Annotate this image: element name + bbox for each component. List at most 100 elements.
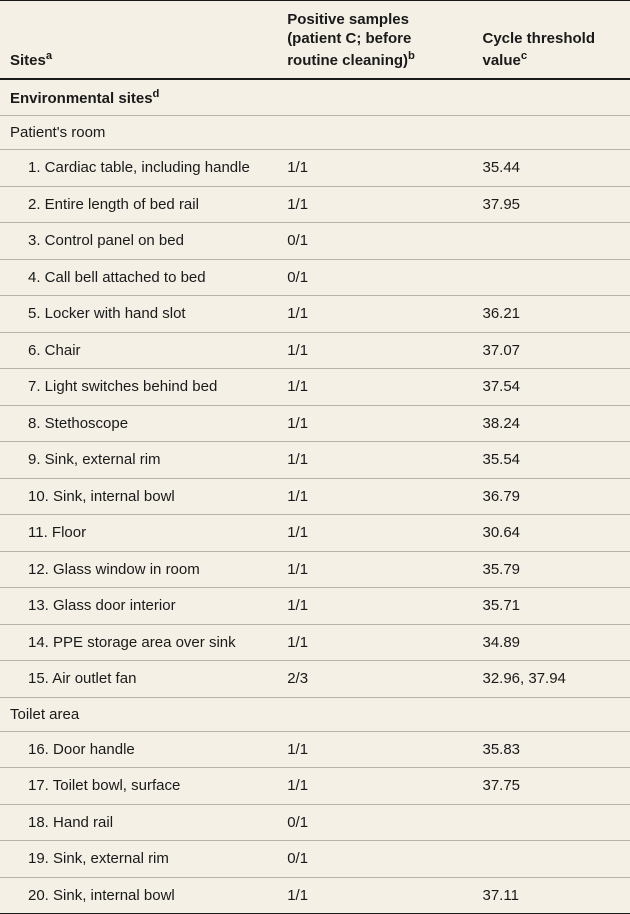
col-header-ct: Cycle threshold valuec: [472, 1, 630, 79]
table-row: 15. Air outlet fan2/332.96, 37.94: [0, 661, 630, 698]
section-major-sup: d: [153, 88, 160, 100]
col-header-positive-sup: b: [408, 50, 415, 62]
section-sub-label: Toilet area: [0, 697, 630, 731]
cell-site: 16. Door handle: [0, 731, 277, 768]
cell-site: 6. Chair: [0, 332, 277, 369]
cell-ct: 30.64: [472, 515, 630, 552]
cell-positive: 1/1: [277, 369, 472, 406]
cell-positive: 0/1: [277, 223, 472, 260]
table-row: 18. Hand rail0/1: [0, 804, 630, 841]
cell-site: 1. Cardiac table, including handle: [0, 150, 277, 187]
cell-site: 12. Glass window in room: [0, 551, 277, 588]
cell-site: 4. Call bell attached to bed: [0, 259, 277, 296]
cell-positive: 1/1: [277, 515, 472, 552]
section-major-row: Environmental sitesd: [0, 79, 630, 116]
cell-ct: 35.79: [472, 551, 630, 588]
table-row: 10. Sink, internal bowl1/136.79: [0, 478, 630, 515]
cell-site: 9. Sink, external rim: [0, 442, 277, 479]
cell-site: 15. Air outlet fan: [0, 661, 277, 698]
table-row: 1. Cardiac table, including handle1/135.…: [0, 150, 630, 187]
table-body: Environmental sitesd Patient's room1. Ca…: [0, 79, 630, 913]
cell-site: 7. Light switches behind bed: [0, 369, 277, 406]
table-row: 12. Glass window in room1/135.79: [0, 551, 630, 588]
col-header-sites-sup: a: [46, 50, 52, 62]
cell-positive: 2/3: [277, 661, 472, 698]
table-row: 9. Sink, external rim1/135.54: [0, 442, 630, 479]
cell-ct: 36.21: [472, 296, 630, 333]
col-header-positive-text: Positive samples (patient C; before rout…: [287, 11, 411, 69]
cell-ct: [472, 841, 630, 878]
cell-positive: 1/1: [277, 186, 472, 223]
cell-positive: 1/1: [277, 332, 472, 369]
cell-ct: 37.11: [472, 877, 630, 913]
cell-ct: [472, 804, 630, 841]
cell-positive: 1/1: [277, 624, 472, 661]
cell-ct: [472, 223, 630, 260]
section-major-label: Environmental sites: [10, 90, 153, 107]
cell-ct: 36.79: [472, 478, 630, 515]
col-header-ct-text: Cycle threshold value: [482, 30, 595, 69]
cell-positive: 1/1: [277, 588, 472, 625]
cell-site: 2. Entire length of bed rail: [0, 186, 277, 223]
table-row: 3. Control panel on bed0/1: [0, 223, 630, 260]
col-header-sites-text: Sites: [10, 52, 46, 69]
cell-site: 11. Floor: [0, 515, 277, 552]
cell-site: 19. Sink, external rim: [0, 841, 277, 878]
table-row: 6. Chair1/137.07: [0, 332, 630, 369]
table-row: 5. Locker with hand slot1/136.21: [0, 296, 630, 333]
col-header-ct-sup: c: [521, 50, 527, 62]
col-header-sites: Sitesa: [0, 1, 277, 79]
cell-site: 5. Locker with hand slot: [0, 296, 277, 333]
cell-site: 14. PPE storage area over sink: [0, 624, 277, 661]
cell-ct: 38.24: [472, 405, 630, 442]
cell-site: 3. Control panel on bed: [0, 223, 277, 260]
cell-ct: 37.75: [472, 768, 630, 805]
cell-ct: [472, 259, 630, 296]
table-row: 11. Floor1/130.64: [0, 515, 630, 552]
cell-positive: 1/1: [277, 877, 472, 913]
cell-ct: 35.71: [472, 588, 630, 625]
cell-positive: 0/1: [277, 841, 472, 878]
cell-positive: 1/1: [277, 731, 472, 768]
environmental-sites-table: Sitesa Positive samples (patient C; befo…: [0, 1, 630, 913]
cell-positive: 1/1: [277, 405, 472, 442]
table-row: 7. Light switches behind bed1/137.54: [0, 369, 630, 406]
cell-positive: 1/1: [277, 768, 472, 805]
cell-ct: 37.95: [472, 186, 630, 223]
cell-ct: 32.96, 37.94: [472, 661, 630, 698]
table-row: 17. Toilet bowl, surface1/137.75: [0, 768, 630, 805]
cell-site: 10. Sink, internal bowl: [0, 478, 277, 515]
section-sub-label: Patient's room: [0, 116, 630, 150]
section-sub-row: Toilet area: [0, 697, 630, 731]
table-row: 14. PPE storage area over sink1/134.89: [0, 624, 630, 661]
table-row: 2. Entire length of bed rail1/137.95: [0, 186, 630, 223]
cell-positive: 1/1: [277, 551, 472, 588]
cell-site: 17. Toilet bowl, surface: [0, 768, 277, 805]
cell-ct: 35.83: [472, 731, 630, 768]
table-row: 19. Sink, external rim0/1: [0, 841, 630, 878]
cell-ct: 35.54: [472, 442, 630, 479]
table-row: 16. Door handle1/135.83: [0, 731, 630, 768]
cell-positive: 1/1: [277, 150, 472, 187]
cell-ct: 37.07: [472, 332, 630, 369]
table-row: 4. Call bell attached to bed0/1: [0, 259, 630, 296]
cell-ct: 35.44: [472, 150, 630, 187]
cell-ct: 34.89: [472, 624, 630, 661]
cell-site: 18. Hand rail: [0, 804, 277, 841]
cell-positive: 1/1: [277, 442, 472, 479]
table-row: 13. Glass door interior1/135.71: [0, 588, 630, 625]
cell-positive: 0/1: [277, 259, 472, 296]
cell-positive: 1/1: [277, 296, 472, 333]
cell-site: 20. Sink, internal bowl: [0, 877, 277, 913]
cell-positive: 1/1: [277, 478, 472, 515]
section-sub-row: Patient's room: [0, 116, 630, 150]
col-header-positive: Positive samples (patient C; before rout…: [277, 1, 472, 79]
table-row: 20. Sink, internal bowl1/137.11: [0, 877, 630, 913]
header-row: Sitesa Positive samples (patient C; befo…: [0, 1, 630, 79]
cell-ct: 37.54: [472, 369, 630, 406]
cell-site: 8. Stethoscope: [0, 405, 277, 442]
cell-positive: 0/1: [277, 804, 472, 841]
cell-site: 13. Glass door interior: [0, 588, 277, 625]
table-row: 8. Stethoscope1/138.24: [0, 405, 630, 442]
data-table: Sitesa Positive samples (patient C; befo…: [0, 0, 630, 914]
